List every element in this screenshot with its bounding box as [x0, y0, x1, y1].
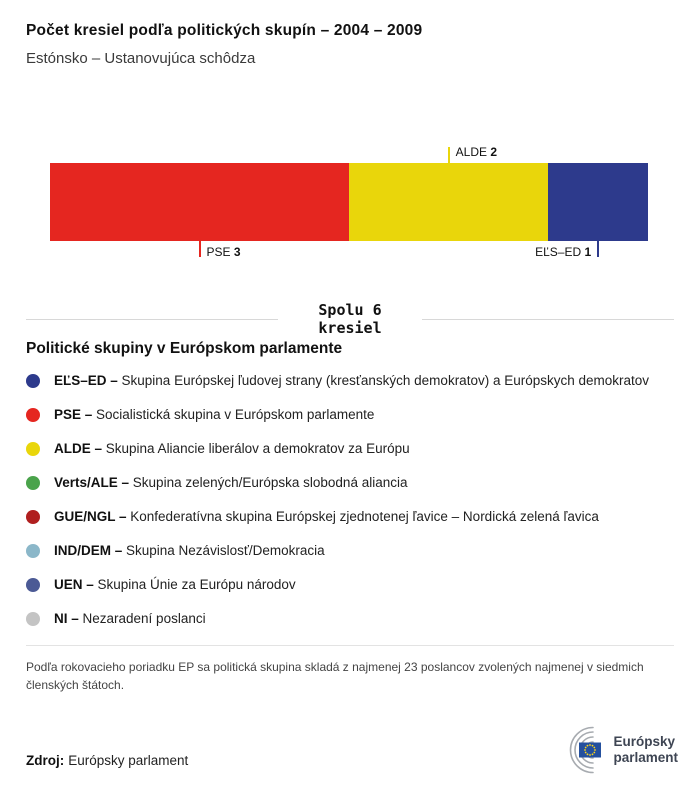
- legend-item-ni: NI – Nezaradení poslanci: [26, 611, 674, 628]
- legend-label-uen: UEN – Skupina Únie za Európu národov: [54, 576, 296, 592]
- source: Zdroj: Európsky parlament: [26, 753, 188, 768]
- total-row: Spolu 6 kresiel: [26, 301, 674, 339]
- ep-logo-line2: parlament: [613, 750, 678, 765]
- total-seats-label: Spolu 6 kresiel: [318, 300, 382, 338]
- legend-label-els-ed: EĽS–ED – Skupina Európskej ľudovej stran…: [54, 372, 650, 388]
- footer: Zdroj: Európsky parlament: [26, 726, 678, 774]
- legend-dot-ind-dem: [26, 544, 40, 559]
- legend-label-ind-dem: IND/DEM – Skupina Nezávislosť/Demokracia: [54, 542, 325, 558]
- legend-dot-verts-ale: [26, 476, 40, 491]
- legend-item-gue-ngl: GUE/NGL – Konfederatívna skupina Európsk…: [26, 509, 674, 526]
- footnote-divider: [26, 644, 674, 646]
- legend-item-alde: ALDE – Skupina Aliancie liberálov a demo…: [26, 441, 674, 458]
- bar-segment-els-ed[interactable]: [548, 162, 648, 241]
- legend-dot-els-ed: [26, 374, 40, 389]
- bar-tick-alde: [447, 146, 450, 163]
- bar-label-alde: ALDE 2: [455, 144, 498, 159]
- header: Počet kresiel podľa politických skupín –…: [0, 0, 700, 68]
- legend-item-verts-ale: Verts/ALE – Skupina zelených/Európska sl…: [26, 475, 674, 492]
- bar-label-els-ed: EĽS–ED 1: [535, 244, 592, 259]
- legend-item-pse: PSE – Socialistická skupina v Európskom …: [26, 407, 674, 424]
- source-value: Európsky parlament: [68, 753, 189, 768]
- legend-label-alde: ALDE – Skupina Aliancie liberálov a demo…: [54, 440, 410, 456]
- legend-label-ni: NI – Nezaradení poslanci: [54, 610, 206, 626]
- bar-tick-els-ed: [597, 240, 600, 257]
- seats-bar: [50, 162, 648, 241]
- bar-label-pse: PSE 3: [206, 244, 241, 259]
- legend-dot-pse: [26, 408, 40, 423]
- legend-item-ind-dem: IND/DEM – Skupina Nezávislosť/Demokracia: [26, 543, 674, 560]
- legend-label-pse: PSE – Socialistická skupina v Európskom …: [54, 406, 375, 422]
- page-title: Počet kresiel podľa politických skupín –…: [26, 22, 423, 39]
- legend-label-verts-ale: Verts/ALE – Skupina zelených/Európska sl…: [54, 474, 408, 490]
- legend-title: Politické skupiny v Európskom parlamente: [26, 340, 343, 358]
- page-subtitle: Estónsko – Ustanovujúca schôdza: [26, 49, 256, 67]
- ep-logo-line1: Európsky: [613, 733, 675, 749]
- legend-dot-gue-ngl: [26, 510, 40, 525]
- legend-list: EĽS–ED – Skupina Európskej ľudovej stran…: [26, 373, 674, 628]
- legend-label-gue-ngl: GUE/NGL – Konfederatívna skupina Európsk…: [54, 508, 599, 524]
- legend-item-uen: UEN – Skupina Únie za Európu národov: [26, 577, 674, 594]
- legend-dot-uen: [26, 578, 40, 593]
- legend-item-els-ed: EĽS–ED – Skupina Európskej ľudovej stran…: [26, 373, 674, 390]
- bar-tick-pse: [198, 240, 201, 257]
- eu-flag-icon: [579, 742, 602, 758]
- legend-dot-alde: [26, 442, 40, 457]
- ep-logo: Európsky parlament: [535, 726, 678, 774]
- total-rule-left: [26, 318, 279, 320]
- total-rule-right: [421, 318, 674, 320]
- ep-hemicycle-icon: [570, 726, 602, 774]
- legend-dot-ni: [26, 612, 40, 627]
- chart-area: PSE 3 ALDE 2 EĽS–ED 1: [50, 141, 648, 266]
- footnote: Podľa rokovacieho poriadku EP sa politic…: [26, 659, 644, 692]
- bar-segment-alde[interactable]: [349, 162, 549, 241]
- bar-segment-pse[interactable]: [50, 162, 349, 241]
- source-label: Zdroj:: [26, 753, 65, 768]
- legend: Politické skupiny v Európskom parlamente…: [26, 340, 674, 628]
- ep-logo-text: Európsky parlament: [613, 734, 678, 766]
